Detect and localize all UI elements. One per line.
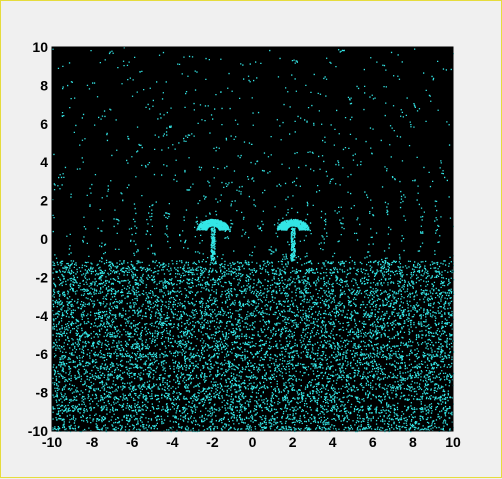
x-tick-label: -10 — [42, 434, 62, 450]
x-tick-label: 4 — [329, 434, 337, 450]
y-tick-label: 8 — [40, 77, 48, 93]
y-tick-label: 0 — [40, 231, 48, 247]
x-tick-label: 2 — [289, 434, 297, 450]
y-tick-label: 4 — [40, 154, 48, 170]
x-axis: -10 -8 -6 -4 -2 0 2 4 6 8 10 — [42, 427, 461, 450]
y-tick-label: -2 — [36, 269, 49, 285]
y-tick-label: 6 — [40, 116, 48, 132]
y-tick-label: -10 — [28, 423, 48, 439]
y-tick-label: 10 — [32, 39, 48, 55]
x-tick-label: -4 — [166, 434, 179, 450]
y-tick-label: -4 — [36, 308, 49, 324]
y-tick-label: -8 — [36, 385, 49, 401]
x-tick-label: -8 — [86, 434, 99, 450]
x-tick-label: 6 — [369, 434, 377, 450]
x-tick-label: 0 — [249, 434, 257, 450]
y-tick-label: 2 — [40, 193, 48, 209]
y-axis: 10 8 6 4 2 0 -2 -4 -6 -8 -10 — [28, 39, 56, 439]
data-points — [52, 47, 455, 433]
x-tick-label: -2 — [206, 434, 219, 450]
x-tick-label: 10 — [445, 434, 461, 450]
scatter-points — [52, 47, 455, 433]
plot-area — [52, 47, 453, 431]
y-tick-label: -6 — [36, 346, 49, 362]
x-tick-label: 8 — [409, 434, 417, 450]
x-tick-label: -6 — [126, 434, 139, 450]
